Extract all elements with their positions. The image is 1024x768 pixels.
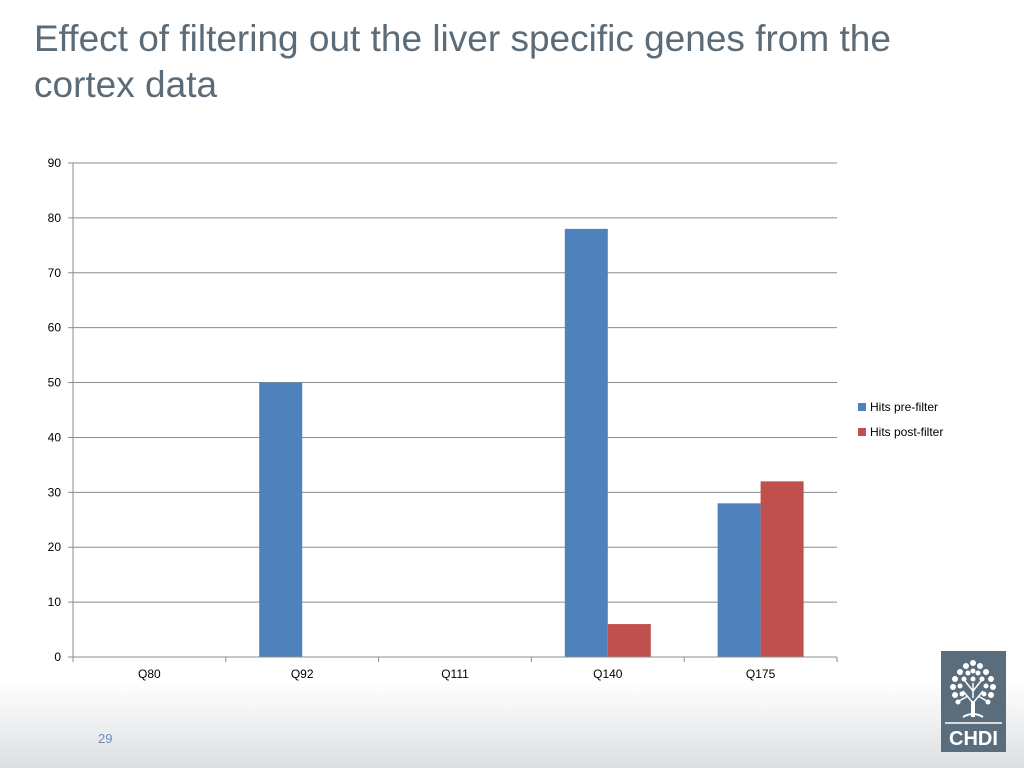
legend-swatch (858, 403, 866, 411)
page-number: 29 (98, 731, 113, 746)
tree-icon (950, 660, 996, 718)
x-tick-label: Q80 (138, 667, 161, 681)
legend: Hits pre-filter Hits post-filter (858, 400, 943, 439)
axes: 0 10 20 30 40 50 60 70 80 90 Q80 Q92 Q111 Q140 Q175 (48, 156, 838, 681)
logo-text: CHDI (949, 728, 998, 750)
y-tick-label: 0 (54, 650, 61, 664)
bar-chart: 0 10 20 30 40 50 60 70 80 90 Q80 Q92 Q111 Q140 Q175 Hi… (48, 156, 944, 681)
y-tick-label: 90 (48, 156, 62, 170)
x-tick-label: Q111 (441, 667, 469, 681)
y-tick-label: 50 (48, 376, 62, 390)
legend-swatch (858, 428, 866, 436)
y-tick-label: 30 (48, 485, 62, 499)
y-tick-label: 40 (48, 430, 62, 444)
bar-pre-filter-q140 (564, 228, 608, 657)
gridlines (73, 162, 837, 603)
slide-title: Effect of filtering out the liver specif… (34, 18, 891, 105)
bar-post-filter-q140 (607, 624, 651, 657)
legend-label: Hits post-filter (870, 425, 943, 439)
y-tick-label: 20 (48, 540, 62, 554)
chdi-logo: CHDI (941, 651, 1006, 752)
y-tick-label: 10 (48, 595, 62, 609)
y-tick-label: 80 (48, 211, 62, 225)
bar-post-filter-q175 (760, 481, 804, 657)
legend-label: Hits pre-filter (870, 400, 938, 414)
y-tick-label: 60 (48, 321, 62, 335)
x-tick-label: Q140 (593, 667, 623, 681)
bar-pre-filter-q175 (717, 503, 761, 657)
bar-pre-filter-q92 (259, 382, 303, 657)
y-tick-label: 70 (48, 266, 62, 280)
bars (259, 228, 804, 657)
x-tick-label: Q175 (746, 667, 776, 681)
x-tick-label: Q92 (291, 667, 314, 681)
